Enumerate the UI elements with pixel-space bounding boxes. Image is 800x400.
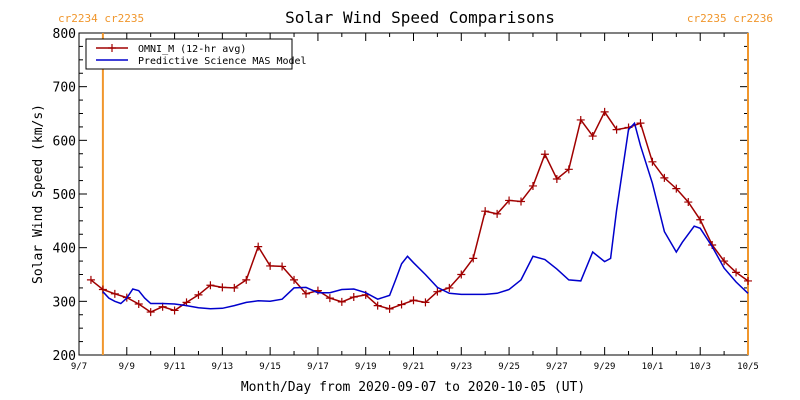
data-point (170, 306, 179, 315)
cr-label: cr2235 cr2236 (687, 12, 773, 25)
data-point (110, 289, 119, 298)
x-tick-label: 9/11 (164, 362, 186, 372)
data-point (469, 254, 478, 263)
data-point (349, 293, 358, 302)
data-point (278, 262, 287, 271)
data-point (146, 308, 155, 317)
data-point (373, 301, 382, 310)
data-point (134, 300, 143, 309)
x-tick-label: 9/21 (403, 362, 425, 372)
y-tick-label: 400 (53, 242, 76, 257)
data-point (517, 197, 526, 206)
data-point (230, 283, 239, 292)
data-point (397, 300, 406, 309)
data-point (744, 276, 752, 285)
legend: OMNI_M (12-hr avg) Predictive Science MA… (85, 38, 307, 70)
data-point (86, 275, 95, 284)
x-axis-label: Month/Day from 2020-09-07 to 2020-10-05 … (241, 380, 585, 395)
data-point (337, 297, 346, 306)
y-tick-label: 600 (53, 134, 76, 149)
data-point (385, 304, 394, 313)
x-tick-label: 9/25 (498, 362, 520, 372)
legend-label-mas: Predictive Science MAS Model (138, 56, 307, 67)
data-point (266, 261, 275, 270)
y-tick-label: 300 (53, 295, 76, 310)
data-point (576, 115, 585, 124)
x-tick-label: 9/19 (355, 362, 377, 372)
data-point (445, 283, 454, 292)
data-point (660, 173, 669, 182)
x-tick-label: 9/9 (119, 362, 135, 372)
data-point (194, 290, 203, 299)
data-point (540, 150, 549, 159)
data-point (720, 257, 729, 266)
y-tick-label: 700 (53, 81, 76, 96)
data-point (552, 174, 561, 183)
data-point (421, 298, 430, 307)
data-point (433, 287, 442, 296)
x-tick-label: 9/7 (71, 362, 87, 372)
x-tick-label: 9/13 (212, 362, 234, 372)
data-point (696, 215, 705, 224)
y-tick-label: 200 (53, 349, 76, 364)
data-point (481, 207, 490, 216)
series-layer (86, 107, 752, 317)
x-tick-label: 9/29 (594, 362, 616, 372)
data-point (206, 281, 215, 290)
data-point (218, 283, 227, 292)
x-tick-label: 10/3 (689, 362, 711, 372)
x-tick-label: 9/23 (450, 362, 472, 372)
data-point (612, 125, 621, 134)
data-point (254, 242, 263, 251)
legend-marker-omni (108, 44, 116, 52)
cr-label: cr2234 cr2235 (58, 12, 144, 25)
y-axis-label: Solar Wind Speed (km/s) (31, 104, 46, 284)
data-point (409, 296, 418, 305)
data-point (528, 181, 537, 190)
chart-title: Solar Wind Speed Comparisons (285, 8, 555, 27)
carrington-markers: cr2234 cr2235 cr2235 cr2236 (58, 12, 773, 355)
data-point (588, 132, 597, 141)
data-point (672, 184, 681, 193)
data-point (290, 275, 299, 284)
legend-box (85, 38, 293, 70)
data-point (242, 275, 251, 284)
data-point (600, 107, 609, 116)
x-tick-label: 10/1 (642, 362, 664, 372)
y-tick-label: 500 (53, 188, 76, 203)
data-point (457, 270, 466, 279)
x-tick-label: 9/15 (259, 362, 281, 372)
legend-label-omni: OMNI_M (12-hr avg) (138, 44, 246, 55)
series-line-1 (102, 121, 749, 310)
x-tick-label: 9/27 (546, 362, 568, 372)
data-point (732, 268, 741, 277)
y-axis: 200 300 400 500 600 700 800 (53, 27, 748, 364)
data-point (505, 196, 514, 205)
x-tick-label: 9/17 (307, 362, 329, 372)
x-tick-label: 10/5 (737, 362, 759, 372)
series-line-0 (90, 110, 749, 313)
data-point (684, 198, 693, 207)
data-point (648, 157, 657, 166)
x-axis: 9/7 9/9 9/11 9/13 9/15 9/17 9/19 9/21 9/23 9/25 9/… (71, 33, 759, 372)
data-point (493, 209, 502, 218)
y-tick-label: 800 (53, 27, 76, 42)
data-point (564, 165, 573, 174)
data-point (325, 294, 334, 303)
data-point (636, 119, 645, 128)
data-point (301, 289, 310, 298)
